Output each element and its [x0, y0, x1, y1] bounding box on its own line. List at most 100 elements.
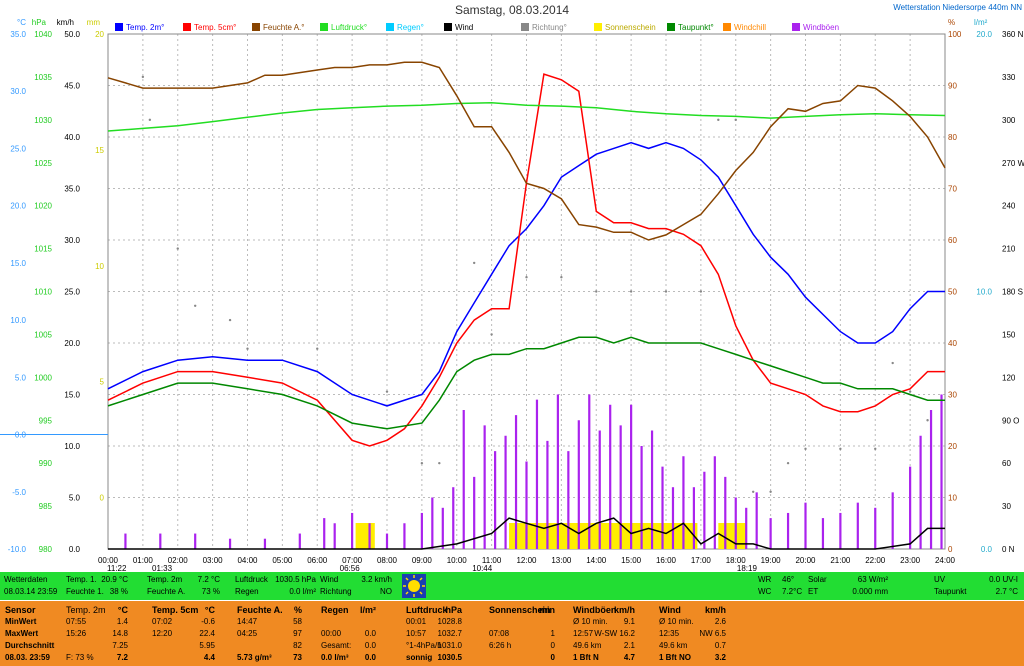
tick-label: 1035: [34, 73, 52, 82]
direction-point: [385, 390, 389, 393]
tick-label: -10.0: [8, 545, 27, 554]
x-tick-label: 04:00: [237, 556, 258, 565]
stat-cell: 14.8: [112, 629, 128, 638]
tick-label: 50.0: [64, 30, 80, 39]
legend-label: Temp. 5cm°: [194, 23, 236, 32]
stat-cell: Wind: [659, 605, 681, 615]
legend-label: Taupunkt°: [678, 23, 714, 32]
stat-cell: 82: [293, 641, 302, 650]
stat-cell: 7.25: [112, 641, 128, 650]
live-cell: Richtung: [320, 587, 352, 596]
stat-cell: 07:08: [489, 629, 510, 638]
stat-cell: Ø 10 min.: [573, 617, 608, 626]
x-tick-label: 05:00: [272, 556, 293, 565]
stat-cell: 07:55: [66, 617, 87, 626]
x-tick-label: 21:00: [830, 556, 851, 565]
marker-label: 01:33: [152, 564, 173, 572]
weather-chart: 35.0 30.0 25.0 20.0 15.0 10.0 5.0 0.0 -5.0 -10.0 1…: [0, 3, 1024, 572]
legend-label: Feuchte A.°: [263, 23, 304, 32]
x-tick-label: 13:00: [551, 556, 572, 565]
series-taupunkt: [107, 336, 945, 430]
stat-cell: 00:01: [406, 617, 427, 626]
direction-point: [664, 290, 668, 293]
marker-label: 06:56: [340, 564, 361, 572]
axis-unit-label: km/h: [57, 18, 74, 27]
stat-cell: 9.1: [623, 617, 635, 626]
legend-label: Sonnenschein: [605, 23, 656, 32]
x-tick-label: 20:00: [795, 556, 816, 565]
tick-label: 20.0: [976, 30, 992, 39]
live-cell: 46°: [782, 575, 795, 584]
live-cell: 20.9 °C: [101, 575, 128, 584]
legend-swatch: [386, 23, 394, 31]
live-cell: 7.2°C: [782, 587, 803, 596]
stat-cell: Temp. 5cm: [152, 605, 199, 615]
live-cell: UV: [934, 575, 946, 584]
direction-point: [699, 290, 703, 293]
tick-label: 980: [39, 545, 53, 554]
chart-axes: 35.0 30.0 25.0 20.0 15.0 10.0 5.0 0.0 -5.0 -10.0 1…: [8, 18, 1024, 572]
stat-cell: 0.0 l/m³: [321, 653, 349, 662]
tick-label: 30: [948, 391, 957, 400]
stat-cell: 49.6 km: [659, 641, 688, 650]
direction-point: [734, 118, 737, 122]
sunny-weather-icon: [402, 574, 426, 598]
x-tick-label: 01:00: [133, 556, 154, 565]
live-cell: 63 W/m²: [857, 575, 888, 584]
direction-point: [786, 461, 790, 465]
stat-cell: 0: [550, 641, 555, 650]
live-cell: Luftdruck: [235, 575, 268, 584]
stat-cell: 2.6: [714, 617, 726, 626]
legend-swatch: [723, 23, 731, 31]
tick-label: 1020: [34, 202, 52, 211]
tick-label: 0: [100, 494, 105, 503]
axis-unit-label: hPa: [32, 18, 47, 27]
live-cell: 3.2 km/h: [361, 575, 392, 584]
marker-label: 11:22: [107, 564, 127, 572]
stat-cell: 12:57: [573, 629, 594, 638]
gust-bars: [124, 394, 943, 549]
tick-label: 35.0: [10, 30, 26, 39]
stat-cell: l/m²: [359, 605, 376, 615]
stat-cell: W-SW 16.2: [594, 629, 635, 638]
stat-cell: 08.03. 23:59: [5, 653, 50, 662]
tick-label: 40.0: [64, 133, 80, 142]
stat-cell: 0.0: [364, 629, 376, 638]
tick-label: 1025: [34, 159, 52, 168]
x-tick-label: 17:00: [691, 556, 712, 565]
stat-cell: 6:26 h: [489, 641, 512, 650]
tick-label: 210: [1002, 245, 1016, 254]
direction-point: [193, 304, 197, 308]
tick-label: 60: [1002, 459, 1011, 468]
stat-cell: Sensor: [5, 605, 36, 615]
stat-cell: 1: [550, 629, 555, 638]
stat-cell: hPa: [445, 605, 462, 615]
direction-point: [560, 275, 563, 279]
stat-cell: °C: [117, 605, 128, 615]
direction-point: [629, 290, 633, 293]
stat-cell: NW 6.5: [699, 629, 726, 638]
legend-label: Regen°: [397, 23, 424, 32]
tick-label: 240: [1002, 202, 1016, 211]
series-luftdruck: [107, 101, 946, 132]
legend-swatch: [320, 23, 328, 31]
stat-cell: 7.2: [116, 653, 128, 662]
series-lines: [107, 61, 946, 550]
stat-cell: 07:02: [152, 617, 173, 626]
tick-label: -5.0: [12, 488, 26, 497]
direction-point: [472, 261, 476, 265]
stat-cell: 97: [293, 629, 302, 638]
stat-cell: Luftdruck: [406, 605, 448, 615]
tick-label: 20: [948, 442, 957, 451]
stat-cell: 1032.7: [437, 629, 462, 638]
direction-point: [176, 247, 179, 250]
legend-swatch: [252, 23, 260, 31]
tick-label: 70: [948, 185, 957, 194]
live-cell: NO: [380, 587, 392, 596]
live-cell: 1030.5 hPa: [275, 575, 316, 584]
direction-point: [804, 447, 807, 451]
stat-cell: sonnig: [406, 653, 433, 662]
tick-label: 1015: [34, 245, 52, 254]
tick-label: 5: [100, 378, 105, 387]
tick-label: 45.0: [64, 82, 80, 91]
